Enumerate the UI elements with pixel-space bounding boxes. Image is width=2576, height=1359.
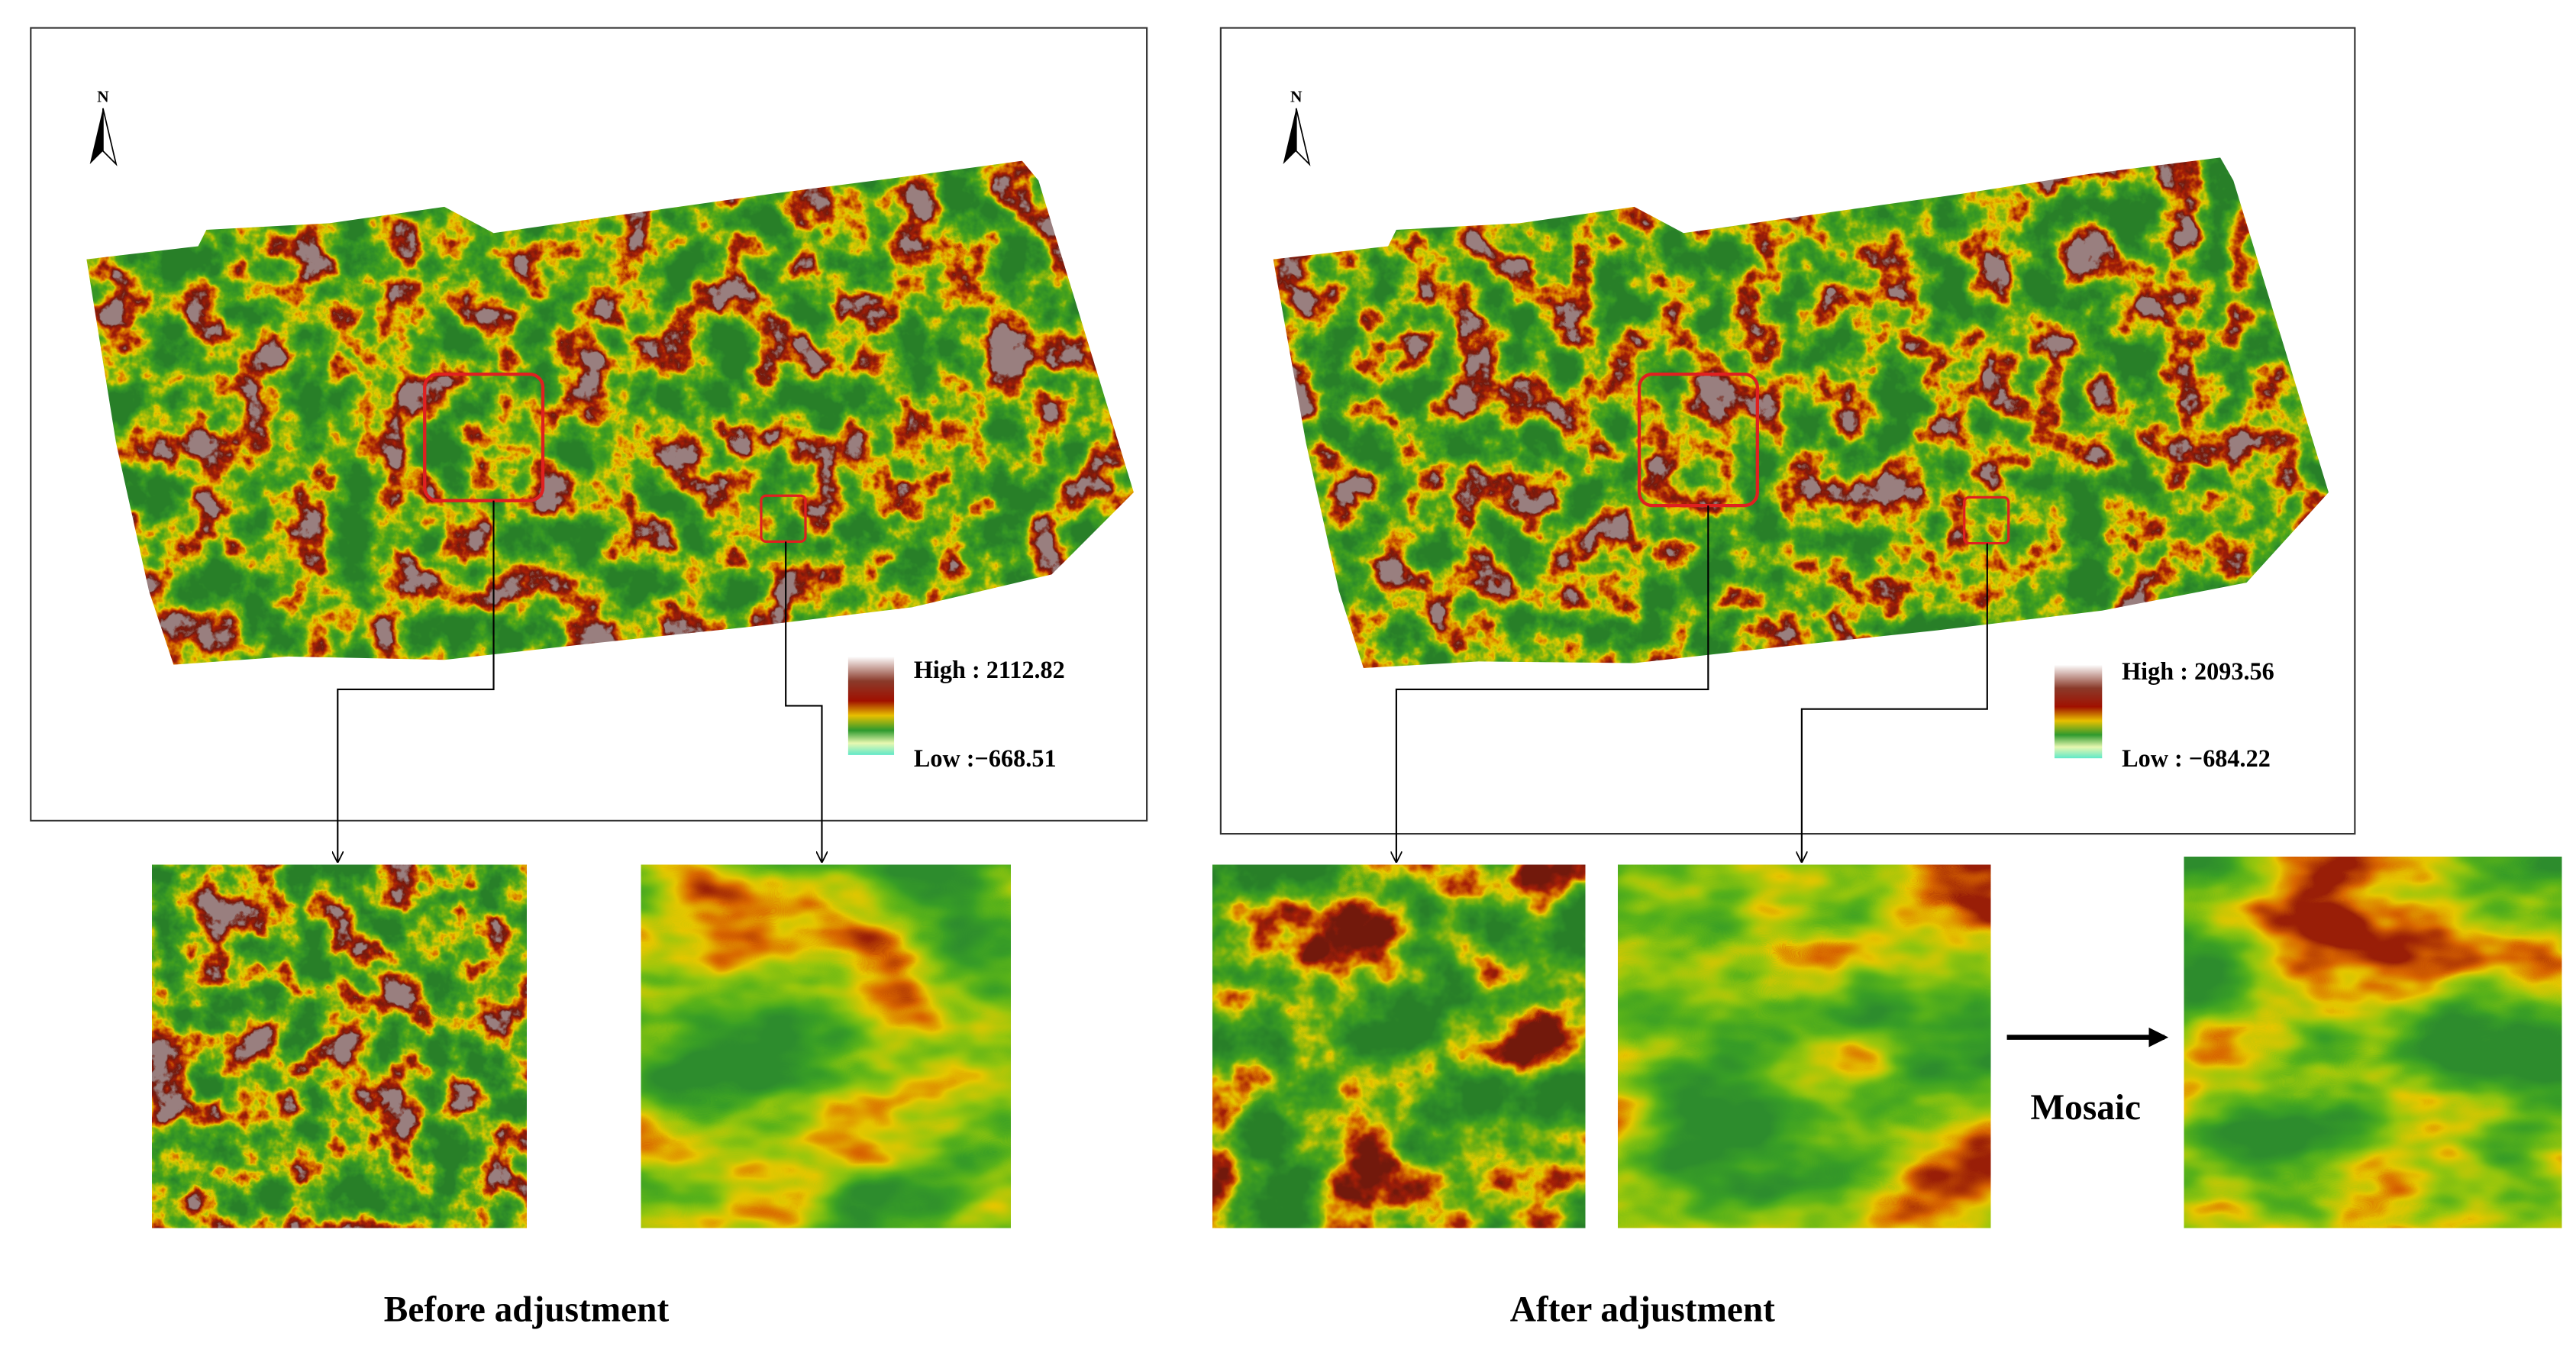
connector bbox=[1802, 543, 1988, 862]
legend-high: High : 2112.82 bbox=[914, 656, 1065, 683]
terrain bbox=[86, 160, 1134, 665]
legend-low: Low : −684.22 bbox=[2122, 744, 2271, 772]
connector bbox=[1396, 505, 1709, 861]
caption: Before adjustment bbox=[384, 1290, 670, 1330]
dem-map bbox=[1273, 157, 2329, 668]
north-arrow bbox=[102, 108, 118, 166]
connector bbox=[337, 500, 495, 862]
connector bbox=[785, 541, 822, 861]
inset-image bbox=[152, 864, 527, 1228]
terrain bbox=[1273, 157, 2329, 668]
legend-bar bbox=[2054, 664, 2103, 759]
inset-image bbox=[1618, 864, 1991, 1228]
inset-image bbox=[641, 864, 1011, 1228]
inset-image bbox=[1212, 864, 1586, 1228]
caption: After adjustment bbox=[1510, 1290, 1775, 1330]
zoom-box bbox=[1637, 372, 1759, 508]
legend-high: High : 2093.56 bbox=[2122, 657, 2274, 685]
mosaic-label: Mosaic bbox=[2031, 1088, 2141, 1128]
inset-image bbox=[2184, 857, 2562, 1228]
dem-map bbox=[86, 160, 1134, 665]
zoom-box bbox=[423, 372, 545, 502]
north-label: N bbox=[1290, 87, 1303, 105]
north-label: N bbox=[97, 87, 109, 105]
north-arrow bbox=[1295, 108, 1311, 166]
zoom-box bbox=[760, 494, 807, 544]
map-frame bbox=[1219, 27, 2356, 835]
north-arrow bbox=[1283, 108, 1296, 164]
north-arrow bbox=[89, 108, 103, 164]
legend-bar bbox=[847, 656, 895, 755]
map-frame bbox=[30, 27, 1148, 822]
legend-low: Low :−668.51 bbox=[914, 744, 1057, 772]
